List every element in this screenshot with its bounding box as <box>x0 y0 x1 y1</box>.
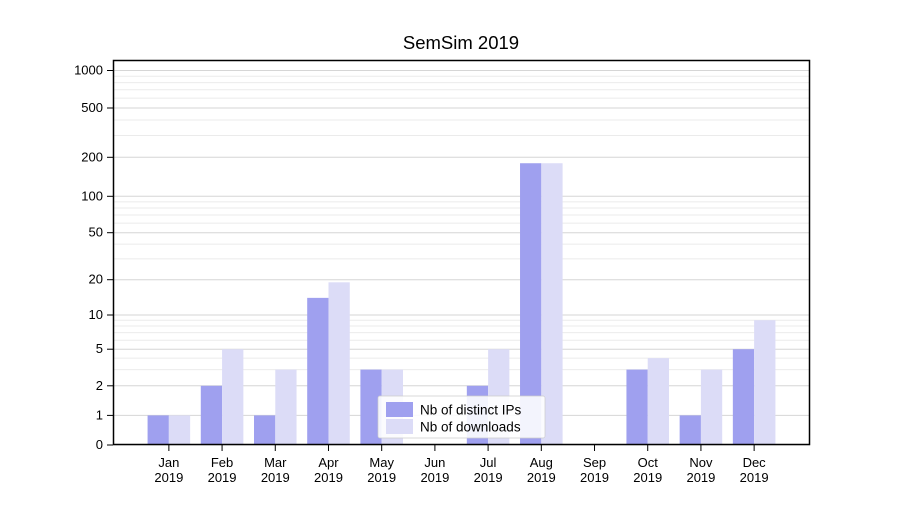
svg-text:Jan: Jan <box>158 455 179 470</box>
svg-text:Mar: Mar <box>264 455 287 470</box>
svg-text:500: 500 <box>81 100 103 115</box>
svg-text:Dec: Dec <box>743 455 767 470</box>
svg-text:2019: 2019 <box>580 470 609 485</box>
svg-text:2019: 2019 <box>527 470 556 485</box>
svg-text:Nb of downloads: Nb of downloads <box>420 420 521 435</box>
svg-text:May: May <box>369 455 394 470</box>
svg-text:1000: 1000 <box>74 63 103 78</box>
svg-text:2019: 2019 <box>633 470 662 485</box>
svg-text:0: 0 <box>96 437 103 452</box>
svg-text:2019: 2019 <box>208 470 237 485</box>
svg-text:Nb of distinct IPs: Nb of distinct IPs <box>420 403 522 418</box>
svg-text:2019: 2019 <box>420 470 449 485</box>
svg-text:2019: 2019 <box>740 470 769 485</box>
svg-text:Sep: Sep <box>583 455 606 470</box>
svg-text:Jun: Jun <box>424 455 445 470</box>
svg-text:2: 2 <box>96 378 103 393</box>
svg-text:Nov: Nov <box>689 455 713 470</box>
svg-text:Aug: Aug <box>530 455 553 470</box>
svg-text:2019: 2019 <box>261 470 290 485</box>
svg-text:2019: 2019 <box>367 470 396 485</box>
svg-text:10: 10 <box>89 307 103 322</box>
svg-text:5: 5 <box>96 341 103 356</box>
svg-text:SemSim 2019: SemSim 2019 <box>403 32 519 53</box>
svg-text:Oct: Oct <box>638 455 659 470</box>
svg-text:50: 50 <box>89 225 103 240</box>
svg-text:2019: 2019 <box>686 470 715 485</box>
svg-text:2019: 2019 <box>474 470 503 485</box>
svg-text:Jul: Jul <box>480 455 497 470</box>
svg-text:1: 1 <box>96 407 103 422</box>
svg-text:200: 200 <box>81 149 103 164</box>
svg-text:20: 20 <box>89 272 103 287</box>
svg-text:2019: 2019 <box>314 470 343 485</box>
svg-text:100: 100 <box>81 188 103 203</box>
svg-text:Feb: Feb <box>211 455 233 470</box>
svg-text:2019: 2019 <box>154 470 183 485</box>
svg-text:Apr: Apr <box>318 455 339 470</box>
